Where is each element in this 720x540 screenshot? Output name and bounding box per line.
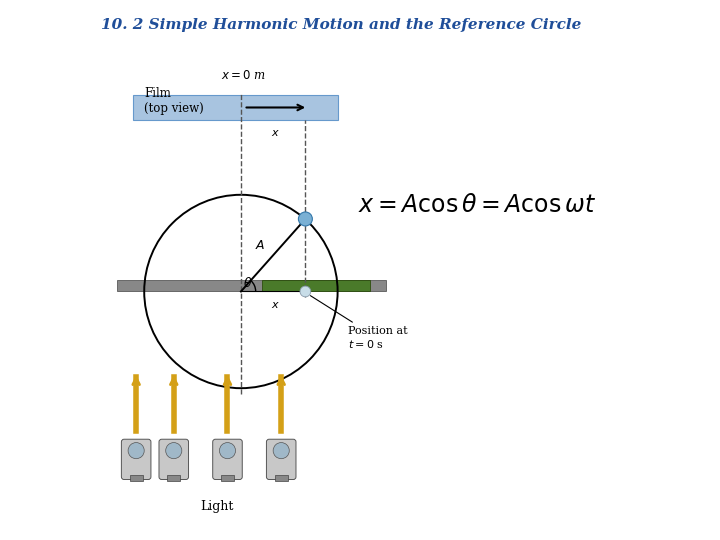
- Text: 10. 2 Simple Harmonic Motion and the Reference Circle: 10. 2 Simple Harmonic Motion and the Ref…: [102, 17, 582, 31]
- FancyBboxPatch shape: [212, 439, 242, 480]
- Text: $x = A\cos\theta = A\cos\omega t$: $x = A\cos\theta = A\cos\omega t$: [358, 194, 596, 217]
- FancyBboxPatch shape: [122, 439, 151, 480]
- Circle shape: [298, 212, 312, 226]
- Circle shape: [220, 443, 235, 458]
- Text: $x = 0$ m: $x = 0$ m: [221, 69, 266, 82]
- FancyBboxPatch shape: [133, 96, 338, 119]
- Circle shape: [273, 443, 289, 458]
- Text: Position at
$t = 0$ s: Position at $t = 0$ s: [310, 296, 408, 350]
- FancyBboxPatch shape: [159, 439, 189, 480]
- Text: $x$: $x$: [271, 128, 280, 138]
- Text: Film
(top view): Film (top view): [144, 87, 204, 116]
- Bar: [167, 475, 180, 481]
- Text: $x$: $x$: [271, 300, 280, 310]
- Text: $\theta$: $\theta$: [243, 276, 252, 291]
- Circle shape: [128, 443, 144, 458]
- Circle shape: [166, 443, 182, 458]
- Text: $A$: $A$: [255, 239, 265, 252]
- Bar: [130, 475, 143, 481]
- Bar: [221, 475, 234, 481]
- Circle shape: [300, 286, 311, 297]
- Bar: [262, 280, 370, 292]
- Bar: [275, 475, 288, 481]
- Bar: [117, 280, 386, 292]
- FancyBboxPatch shape: [266, 439, 296, 480]
- Text: Light: Light: [200, 500, 233, 513]
